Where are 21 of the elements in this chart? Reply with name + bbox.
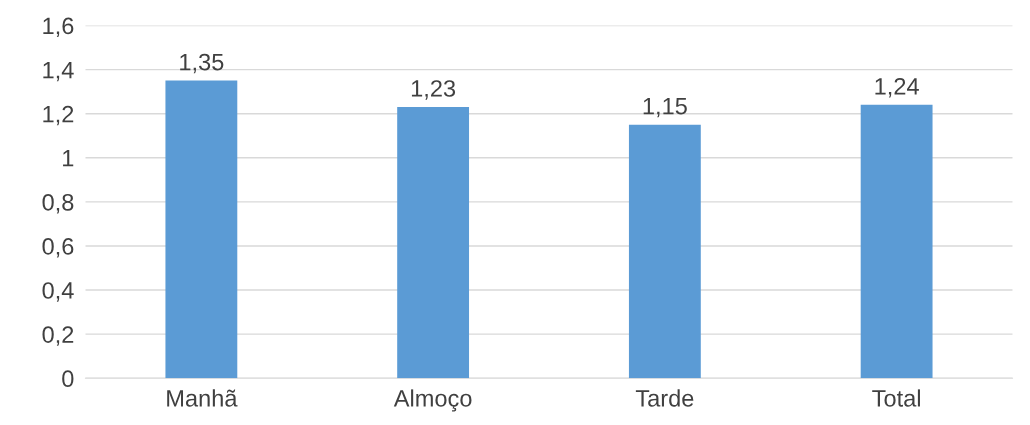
bar bbox=[860, 104, 933, 379]
y-tick-label: 1,6 bbox=[43, 17, 74, 38]
x-tick-label: Almoço bbox=[393, 389, 472, 412]
y-tick-label: 0,6 bbox=[42, 238, 74, 258]
y-tick-label: 0 bbox=[62, 370, 74, 388]
x-tick-label: Total bbox=[872, 389, 920, 407]
data-label: 1,15 bbox=[643, 98, 687, 118]
data-label: 1,35 bbox=[180, 53, 224, 74]
y-tick-label: 1,2 bbox=[43, 105, 74, 126]
y-tick-label: 0,4 bbox=[42, 282, 74, 302]
y-tick-label: 0,2 bbox=[42, 326, 74, 346]
x-tick-label: Manhã bbox=[167, 389, 238, 407]
data-label: 1,24 bbox=[875, 77, 919, 98]
bar bbox=[397, 107, 470, 379]
x-tick-label: Tarde bbox=[635, 389, 694, 407]
y-tick-label: 1 bbox=[63, 150, 74, 167]
bar bbox=[165, 80, 238, 379]
y-tick-label: 1,4 bbox=[43, 61, 74, 82]
data-label: 1,23 bbox=[411, 80, 456, 100]
y-tick-label: 0,8 bbox=[42, 193, 74, 214]
bar bbox=[628, 124, 701, 379]
